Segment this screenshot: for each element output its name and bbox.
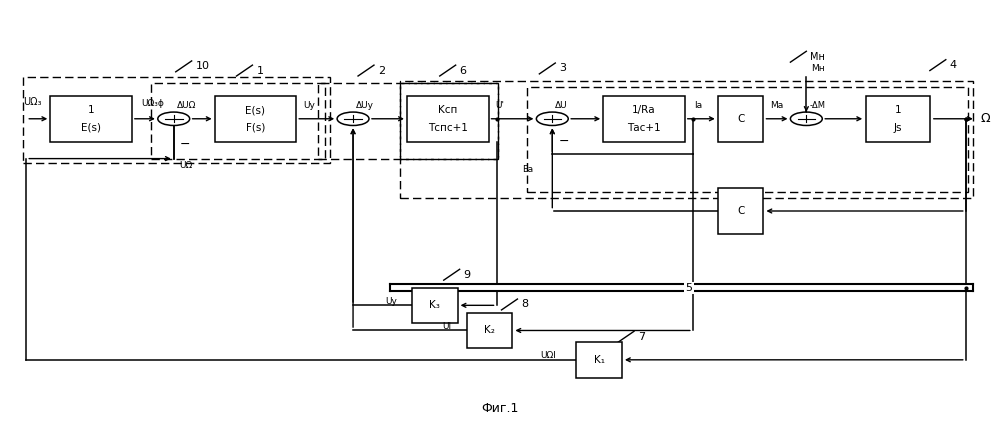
Circle shape bbox=[158, 112, 190, 125]
Bar bbox=[319, 83, 498, 159]
Text: 7: 7 bbox=[638, 332, 645, 342]
Text: -ΔM: -ΔM bbox=[809, 100, 825, 110]
Text: 1/Rа: 1/Rа bbox=[632, 105, 655, 115]
Text: 1: 1 bbox=[88, 105, 94, 115]
Text: −: − bbox=[180, 138, 190, 150]
Text: UΩ₃ϕ: UΩ₃ϕ bbox=[141, 99, 164, 108]
Text: Фиг.1: Фиг.1 bbox=[481, 402, 518, 414]
Bar bbox=[717, 188, 763, 234]
Text: 1: 1 bbox=[895, 105, 901, 115]
Bar bbox=[412, 287, 458, 323]
Text: Tас+1: Tас+1 bbox=[627, 122, 660, 133]
Text: Ω: Ω bbox=[981, 112, 990, 125]
Text: ΔUΩ: ΔUΩ bbox=[177, 100, 196, 110]
Text: Iа: Iа bbox=[693, 100, 702, 110]
Text: 10: 10 bbox=[196, 61, 210, 71]
Text: UІ: UІ bbox=[443, 322, 452, 331]
Text: UΩ₃: UΩ₃ bbox=[23, 97, 42, 107]
Text: 6: 6 bbox=[460, 65, 467, 76]
Text: 3: 3 bbox=[559, 63, 566, 73]
Text: −: − bbox=[558, 135, 568, 148]
Text: UΩI: UΩI bbox=[540, 351, 556, 360]
Text: 5: 5 bbox=[685, 283, 692, 293]
Text: Js: Js bbox=[894, 122, 902, 133]
Circle shape bbox=[337, 112, 369, 125]
Bar bbox=[717, 96, 763, 142]
Text: UΩ: UΩ bbox=[180, 161, 193, 170]
Text: Tспс+1: Tспс+1 bbox=[428, 122, 468, 133]
Bar bbox=[400, 83, 498, 159]
Text: C: C bbox=[737, 114, 744, 124]
Text: 4: 4 bbox=[950, 60, 957, 70]
Text: ΔUу: ΔUу bbox=[356, 100, 374, 110]
Bar bbox=[467, 313, 512, 348]
Text: E(s): E(s) bbox=[81, 122, 101, 133]
Bar bbox=[407, 96, 489, 142]
Bar bbox=[151, 83, 325, 159]
Text: K₂: K₂ bbox=[485, 325, 495, 335]
Bar bbox=[23, 77, 330, 163]
Text: K₃: K₃ bbox=[430, 300, 441, 310]
Text: Eа: Eа bbox=[521, 165, 532, 174]
Bar bbox=[50, 96, 132, 142]
Bar bbox=[576, 342, 622, 378]
Text: 1: 1 bbox=[257, 65, 264, 76]
Bar bbox=[603, 96, 684, 142]
Text: 2: 2 bbox=[378, 65, 385, 76]
Bar bbox=[865, 96, 930, 142]
Bar bbox=[400, 81, 973, 198]
Text: C: C bbox=[737, 206, 744, 216]
Text: ΔU: ΔU bbox=[555, 100, 567, 110]
Text: E(s): E(s) bbox=[246, 105, 266, 115]
Text: 8: 8 bbox=[521, 300, 528, 309]
Bar bbox=[215, 96, 297, 142]
Bar bbox=[527, 87, 968, 192]
Text: Mн: Mн bbox=[811, 65, 825, 73]
Text: K₁: K₁ bbox=[593, 355, 604, 365]
Text: Uу: Uу bbox=[385, 297, 397, 306]
Text: Uу: Uу bbox=[304, 100, 315, 110]
Text: 9: 9 bbox=[464, 270, 471, 280]
Text: Mа: Mа bbox=[770, 100, 784, 110]
Text: U': U' bbox=[496, 100, 504, 110]
Circle shape bbox=[790, 112, 822, 125]
Circle shape bbox=[536, 112, 568, 125]
Text: F(s): F(s) bbox=[246, 122, 265, 133]
Text: Mн: Mн bbox=[810, 52, 825, 62]
Text: Kсп: Kсп bbox=[438, 105, 458, 115]
